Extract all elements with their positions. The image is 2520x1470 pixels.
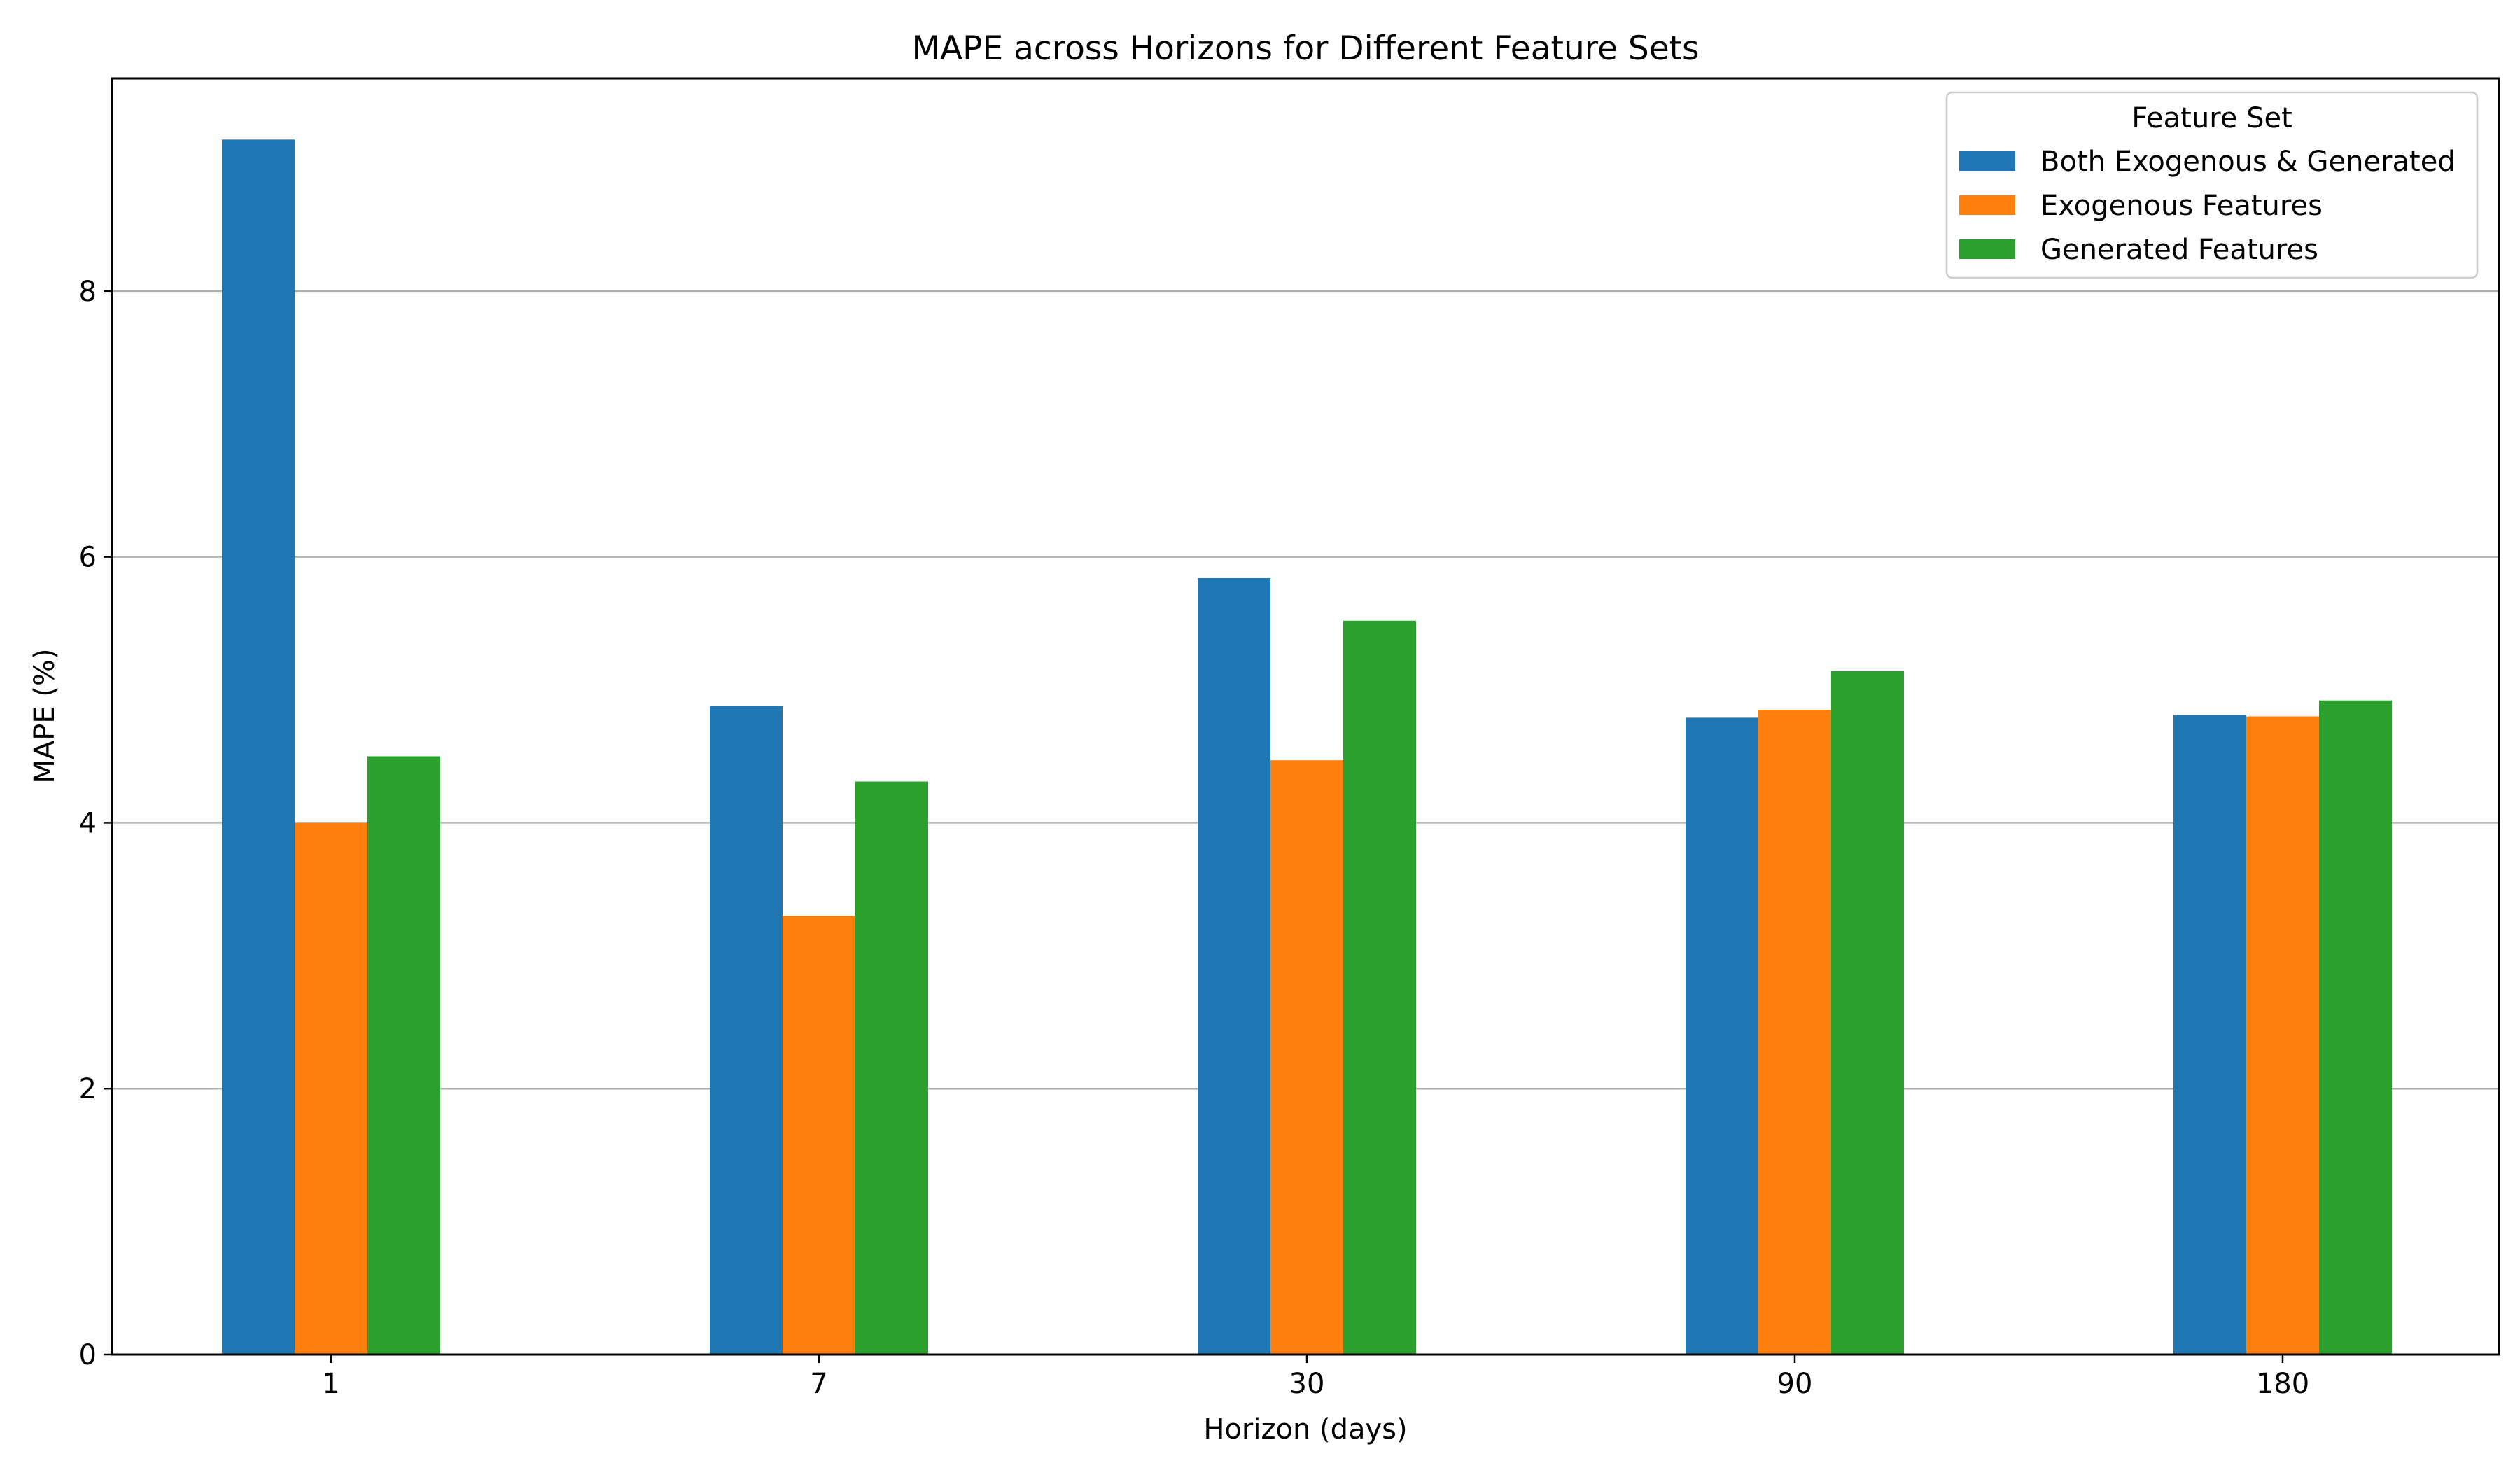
bar: [710, 706, 783, 1354]
legend-swatch: [1959, 239, 2015, 259]
x-tick-label: 90: [1777, 1368, 1813, 1400]
legend-swatch: [1959, 151, 2015, 171]
y-tick-label: 2: [79, 1073, 97, 1105]
bar: [1831, 671, 1904, 1354]
legend-title: Feature Set: [2132, 102, 2292, 134]
plot-frame: [111, 77, 2500, 1356]
legend-label: Both Exogenous & Generated: [2040, 146, 2456, 178]
x-tick-label: 7: [810, 1368, 827, 1400]
x-tick-label: 180: [2256, 1368, 2309, 1400]
legend-label: Generated Features: [2040, 234, 2318, 266]
x-axis-label: Horizon (days): [1203, 1413, 1407, 1446]
x-tick-label: 1: [322, 1368, 340, 1400]
bar: [2174, 715, 2246, 1354]
bar: [1686, 718, 1758, 1354]
bar: [1198, 578, 1270, 1355]
y-tick-label: 4: [79, 807, 97, 839]
legend-box: [1945, 91, 2479, 279]
bar: [368, 756, 440, 1354]
bar: [1758, 710, 1831, 1354]
bar: [783, 916, 855, 1354]
bar: [2319, 700, 2392, 1354]
bar: [2246, 716, 2319, 1354]
y-tick-label: 6: [79, 542, 97, 574]
axes: 0 2 4 6 8 1 7 30 90 180: [79, 276, 2310, 1400]
y-tick-label: 8: [79, 276, 97, 308]
y-axis-label: MAPE (%): [29, 648, 61, 783]
bar: [1343, 620, 1416, 1354]
y-tick-label: 0: [79, 1339, 97, 1371]
legend-swatch: [1959, 195, 2015, 215]
bar: [295, 822, 368, 1354]
x-tick-label: 30: [1289, 1368, 1325, 1400]
legend-label: Exogenous Features: [2040, 190, 2323, 222]
chart-title: MAPE across Horizons for Different Featu…: [911, 29, 1699, 68]
bar: [222, 139, 295, 1355]
legend: Feature Set Both Exogenous & Generated Exo…: [1945, 91, 2479, 279]
bars: [222, 139, 2392, 1355]
bar: [1270, 760, 1343, 1354]
bar: [855, 781, 928, 1354]
